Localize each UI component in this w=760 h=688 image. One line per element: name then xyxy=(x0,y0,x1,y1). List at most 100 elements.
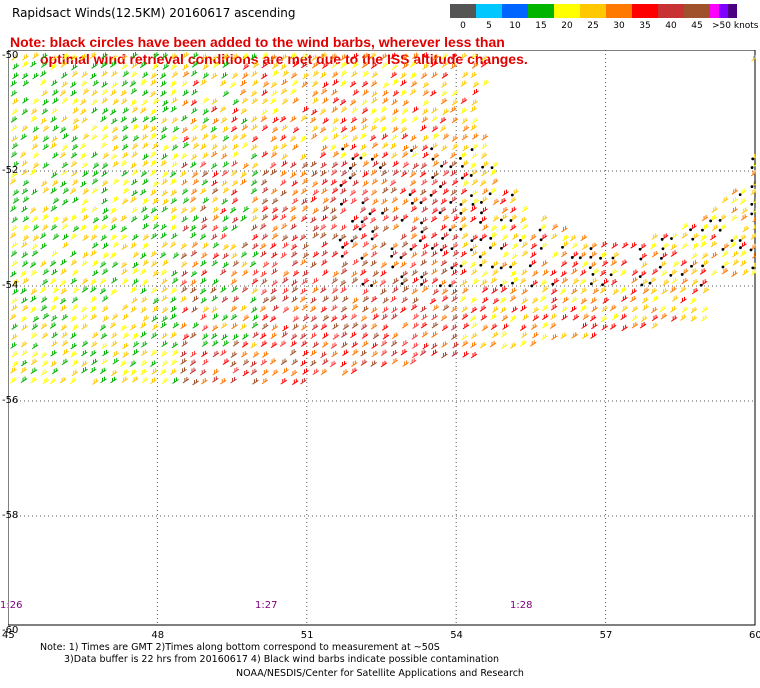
wind-barb xyxy=(101,124,109,132)
wind-barb xyxy=(460,53,468,60)
wind-barb xyxy=(382,306,389,314)
wind-barb xyxy=(422,81,430,89)
wind-barb xyxy=(112,144,119,152)
quality-flag-dot xyxy=(511,281,514,285)
wind-barb xyxy=(111,261,119,268)
wind-barb xyxy=(530,242,538,250)
wind-barb xyxy=(122,179,130,186)
wind-barb xyxy=(222,135,230,142)
wind-barb xyxy=(191,89,198,96)
wind-barb xyxy=(122,313,129,321)
wind-barb xyxy=(150,232,158,240)
wind-barb xyxy=(330,179,338,186)
wind-barb xyxy=(151,143,159,150)
wind-barb xyxy=(401,133,409,140)
wind-barb xyxy=(11,323,18,330)
wind-barb xyxy=(72,124,79,131)
wind-barb xyxy=(351,62,359,69)
wind-barb xyxy=(282,324,289,332)
wind-barb xyxy=(650,287,658,295)
wind-barb xyxy=(92,216,100,224)
wind-barb xyxy=(161,377,169,385)
wind-barb xyxy=(129,360,137,367)
wind-barb xyxy=(509,315,517,322)
wind-barb xyxy=(440,224,447,231)
wind-barb xyxy=(729,241,737,249)
wind-barb xyxy=(102,349,109,357)
wind-barb xyxy=(329,196,337,203)
wind-barb xyxy=(90,279,97,286)
wind-barb xyxy=(441,324,449,332)
quality-flag-dot xyxy=(611,256,615,260)
wind-barb xyxy=(39,79,47,86)
quality-flag-dot xyxy=(351,219,354,223)
wind-barb xyxy=(340,306,348,313)
wind-barb xyxy=(82,251,89,259)
wind-barb xyxy=(261,214,269,221)
wind-barb xyxy=(651,314,659,322)
wind-barb xyxy=(82,170,89,178)
wind-barb xyxy=(200,143,207,151)
wind-barb xyxy=(31,323,39,330)
quality-flag-dot xyxy=(721,247,725,251)
wind-barb xyxy=(202,359,209,366)
quality-flag-dot xyxy=(640,283,644,287)
wind-barb xyxy=(299,234,307,241)
wind-barb xyxy=(332,97,340,104)
wind-barb xyxy=(222,261,229,269)
wind-barb xyxy=(242,369,250,377)
wind-barb xyxy=(369,216,377,224)
wind-barb xyxy=(51,268,58,276)
wind-barb xyxy=(471,62,479,69)
wind-barb xyxy=(232,143,239,151)
wind-barb xyxy=(212,368,219,376)
wind-barb xyxy=(422,52,429,59)
wind-barb xyxy=(122,107,129,114)
wind-barb xyxy=(441,341,448,348)
wind-barb xyxy=(50,224,58,231)
wind-barb xyxy=(352,259,359,266)
wind-barb xyxy=(631,322,639,329)
footer-line-2: 3)Data buffer is 22 hrs from 20160617 4)… xyxy=(64,654,500,665)
wind-barb xyxy=(52,152,59,159)
wind-barb xyxy=(51,54,58,61)
wind-barb xyxy=(670,243,677,251)
wind-barb xyxy=(212,171,219,178)
wind-barb xyxy=(352,297,359,304)
wind-barb xyxy=(272,116,279,124)
quality-flag-dot xyxy=(669,273,673,277)
wind-barb xyxy=(421,250,428,257)
wind-barb xyxy=(360,359,368,366)
wind-barb xyxy=(309,116,317,124)
wind-barb xyxy=(211,179,218,187)
wind-barb xyxy=(340,117,347,125)
wind-barb xyxy=(321,241,328,248)
quality-flag-dot xyxy=(638,247,642,251)
wind-barb xyxy=(142,124,149,131)
wind-barb xyxy=(89,52,97,59)
wind-barb xyxy=(282,270,290,277)
wind-barb xyxy=(230,313,238,321)
wind-barb xyxy=(361,124,368,131)
wind-barb xyxy=(101,52,108,59)
wind-barb xyxy=(340,170,348,177)
wind-barb xyxy=(99,324,107,331)
wind-barb xyxy=(280,214,287,221)
wind-barb xyxy=(250,342,257,349)
wind-barb xyxy=(171,161,178,168)
wind-barb xyxy=(472,133,479,140)
wind-barb xyxy=(390,116,398,123)
wind-barb xyxy=(79,98,87,106)
wind-barb xyxy=(30,169,37,176)
wind-barb xyxy=(221,179,228,187)
wind-barb xyxy=(211,187,219,195)
wind-barb xyxy=(281,206,289,213)
wind-barb xyxy=(140,296,148,304)
wind-barb xyxy=(110,332,118,339)
wind-barb xyxy=(459,295,467,303)
wind-barb xyxy=(521,241,529,248)
wind-barb xyxy=(232,367,240,374)
wind-barb xyxy=(112,98,120,106)
wind-barb xyxy=(251,278,259,285)
wind-barb xyxy=(419,170,427,178)
